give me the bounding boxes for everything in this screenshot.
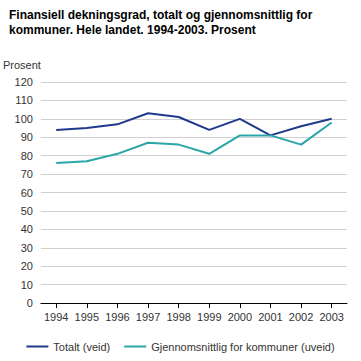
svg-text:1997: 1997 <box>136 311 160 323</box>
svg-text:kommuner. Hele landet. 1994-20: kommuner. Hele landet. 1994-2003. Prosen… <box>9 23 256 37</box>
svg-text:Totalt (veid): Totalt (veid) <box>53 341 110 353</box>
svg-text:2002: 2002 <box>289 311 313 323</box>
svg-text:1995: 1995 <box>75 311 99 323</box>
svg-text:60: 60 <box>21 187 33 199</box>
svg-text:0: 0 <box>27 297 33 309</box>
svg-text:2001: 2001 <box>258 311 282 323</box>
svg-text:90: 90 <box>21 131 33 143</box>
svg-text:30: 30 <box>21 242 33 254</box>
svg-text:1998: 1998 <box>166 311 190 323</box>
svg-text:1994: 1994 <box>44 311 68 323</box>
svg-text:2000: 2000 <box>228 311 252 323</box>
svg-text:80: 80 <box>21 150 33 162</box>
svg-text:1996: 1996 <box>105 311 129 323</box>
svg-text:Finansiell dekningsgrad, total: Finansiell dekningsgrad, totalt og gjenn… <box>9 8 316 22</box>
svg-text:20: 20 <box>21 260 33 272</box>
svg-text:1999: 1999 <box>197 311 221 323</box>
svg-text:Gjennomsnittlig for kommuner (: Gjennomsnittlig for kommuner (uveid) <box>151 341 334 353</box>
svg-text:10: 10 <box>21 279 33 291</box>
svg-text:Prosent: Prosent <box>3 59 41 71</box>
svg-text:70: 70 <box>21 168 33 180</box>
svg-text:110: 110 <box>15 94 33 106</box>
svg-text:40: 40 <box>21 223 33 235</box>
svg-text:50: 50 <box>21 205 33 217</box>
svg-text:100: 100 <box>15 113 33 125</box>
svg-text:2003: 2003 <box>319 311 343 323</box>
svg-text:120: 120 <box>15 76 33 88</box>
